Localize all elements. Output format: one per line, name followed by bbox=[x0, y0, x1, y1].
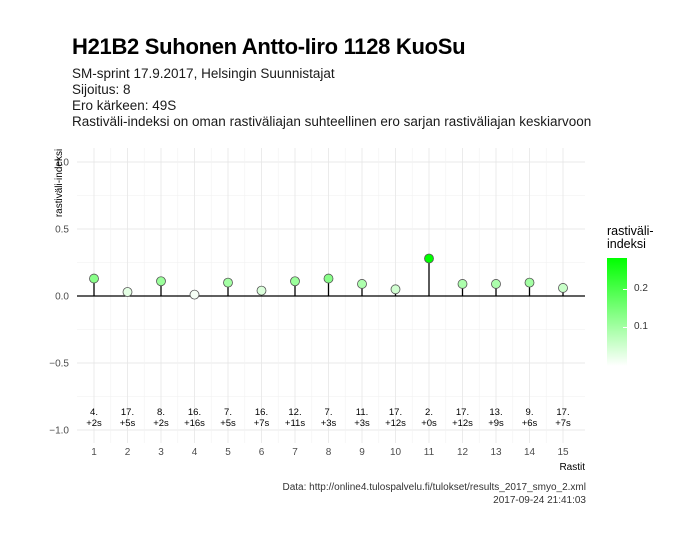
y-tick-label: 1.0 bbox=[55, 158, 69, 169]
caption-source: Data: http://online4.tulospalvelu.fi/tul… bbox=[282, 482, 586, 493]
annotation-diff: +9s bbox=[488, 418, 504, 429]
y-tick-label: −0.5 bbox=[49, 359, 69, 370]
annotation-diff: +5s bbox=[220, 418, 236, 429]
caption-timestamp: 2017-09-24 21:41:03 bbox=[493, 495, 586, 506]
annotation-diff: +12s bbox=[452, 418, 473, 429]
annotation-rank: 12. bbox=[288, 407, 301, 418]
annotation-rank: 16. bbox=[188, 407, 201, 418]
legend-title-line2: indeksi bbox=[607, 237, 646, 251]
x-tick-label: 3 bbox=[158, 447, 164, 458]
annotation-rank: 13. bbox=[489, 407, 502, 418]
points bbox=[89, 253, 568, 300]
x-axis-label: Rastit bbox=[559, 462, 585, 473]
annotation-rank: 7. bbox=[325, 407, 333, 418]
data-point bbox=[122, 287, 133, 297]
x-tick-label: 13 bbox=[490, 447, 502, 458]
x-tick-label: 7 bbox=[292, 447, 298, 458]
annotation-rank: 16. bbox=[255, 407, 268, 418]
caption: Data: http://online4.tulospalvelu.fi/tul… bbox=[282, 481, 586, 507]
x-tick-label: 5 bbox=[225, 447, 231, 458]
subtitle-gap: Ero kärkeen: 49S bbox=[72, 98, 177, 113]
data-point bbox=[457, 279, 468, 289]
data-point bbox=[223, 277, 233, 288]
data-point bbox=[89, 273, 99, 284]
x-tick-label: 12 bbox=[457, 447, 469, 458]
annotation-diff: +5s bbox=[120, 418, 136, 429]
x-tick-label: 6 bbox=[259, 447, 265, 458]
annotation-diff: +12s bbox=[385, 418, 406, 429]
legend-title-line1: rastiväli- bbox=[607, 224, 654, 238]
annotation-rank: 17. bbox=[121, 407, 134, 418]
x-tick-label: 1 bbox=[91, 447, 97, 458]
data-point bbox=[256, 285, 267, 296]
x-tick-label: 11 bbox=[424, 447, 435, 458]
annotation-rank: 17. bbox=[456, 407, 469, 418]
data-point bbox=[357, 279, 367, 289]
color-legend: rastiväli- indeksi 0.2 0.1 bbox=[607, 224, 654, 366]
legend-tick-mark bbox=[623, 288, 627, 290]
chart-title: H21B2 Suhonen Antto-Iiro 1128 KuoSu bbox=[72, 34, 466, 59]
annotation-diff: +7s bbox=[555, 418, 571, 429]
x-tick-label: 8 bbox=[326, 447, 332, 458]
legend-tick-label: 0.1 bbox=[634, 321, 648, 333]
data-point bbox=[156, 276, 166, 287]
data-point bbox=[424, 253, 434, 264]
legend-tick-label: 0.2 bbox=[634, 282, 648, 294]
data-point bbox=[390, 284, 401, 295]
annotation-diff: +7s bbox=[254, 418, 270, 429]
annotation-rank: 7. bbox=[224, 407, 232, 418]
data-point bbox=[323, 273, 334, 284]
x-tick-label: 4 bbox=[192, 447, 198, 458]
annotation-diff: +3s bbox=[321, 418, 337, 429]
x-tick-label: 10 bbox=[390, 447, 402, 458]
annotation-diff: +2s bbox=[86, 418, 102, 429]
annotation-diff: +16s bbox=[184, 418, 205, 429]
annotation-rank: 17. bbox=[556, 407, 569, 418]
axes: −1.0−0.50.00.51.01 2 3 4 5 6 7 8 9 10 11 12 13 14 15 bbox=[49, 158, 585, 458]
legend-color-bar bbox=[607, 258, 627, 366]
chart-subtitle: SM-sprint 17.9.2017, Helsingin Suunnista… bbox=[72, 66, 591, 130]
legend-tick-mark bbox=[623, 327, 627, 329]
annotation-rank: 17. bbox=[389, 407, 402, 418]
annotation-diff: +2s bbox=[153, 418, 169, 429]
annotation-rank: 11. bbox=[356, 407, 369, 418]
y-tick-label: 0.5 bbox=[55, 225, 69, 236]
data-point bbox=[491, 279, 501, 289]
data-point bbox=[558, 283, 568, 293]
x-tick-label: 14 bbox=[524, 447, 536, 458]
annotation-diff: +0s bbox=[421, 418, 437, 429]
x-tick-label: 9 bbox=[359, 447, 365, 458]
annotation-rank: 9. bbox=[526, 407, 534, 418]
subtitle-description: Rastiväli-indeksi on oman rastiväliajan … bbox=[72, 114, 592, 129]
annotation-rank: 8. bbox=[157, 407, 165, 418]
data-point bbox=[290, 276, 300, 287]
y-axis-label: rastiväli-indeksi bbox=[54, 149, 65, 217]
annotation-diff: +6s bbox=[522, 418, 538, 429]
data-point bbox=[189, 289, 200, 300]
subtitle-event: SM-sprint 17.9.2017, Helsingin Suunnista… bbox=[72, 66, 335, 81]
annotation-rank: 4. bbox=[90, 407, 98, 418]
annotation-rank: 2. bbox=[425, 407, 433, 418]
y-tick-label: 0.0 bbox=[55, 292, 69, 303]
x-tick-label: 15 bbox=[557, 447, 569, 458]
y-tick-label: −1.0 bbox=[49, 426, 69, 437]
annotations: 4.+2s17.+5s8.+2s16.+16s7.+5s16.+7s12.+11… bbox=[86, 407, 571, 429]
annotation-diff: +11s bbox=[285, 418, 305, 429]
subtitle-placement: Sijoitus: 8 bbox=[72, 82, 131, 97]
x-tick-label: 2 bbox=[125, 447, 131, 458]
data-point bbox=[524, 277, 535, 288]
annotation-diff: +3s bbox=[354, 418, 370, 429]
